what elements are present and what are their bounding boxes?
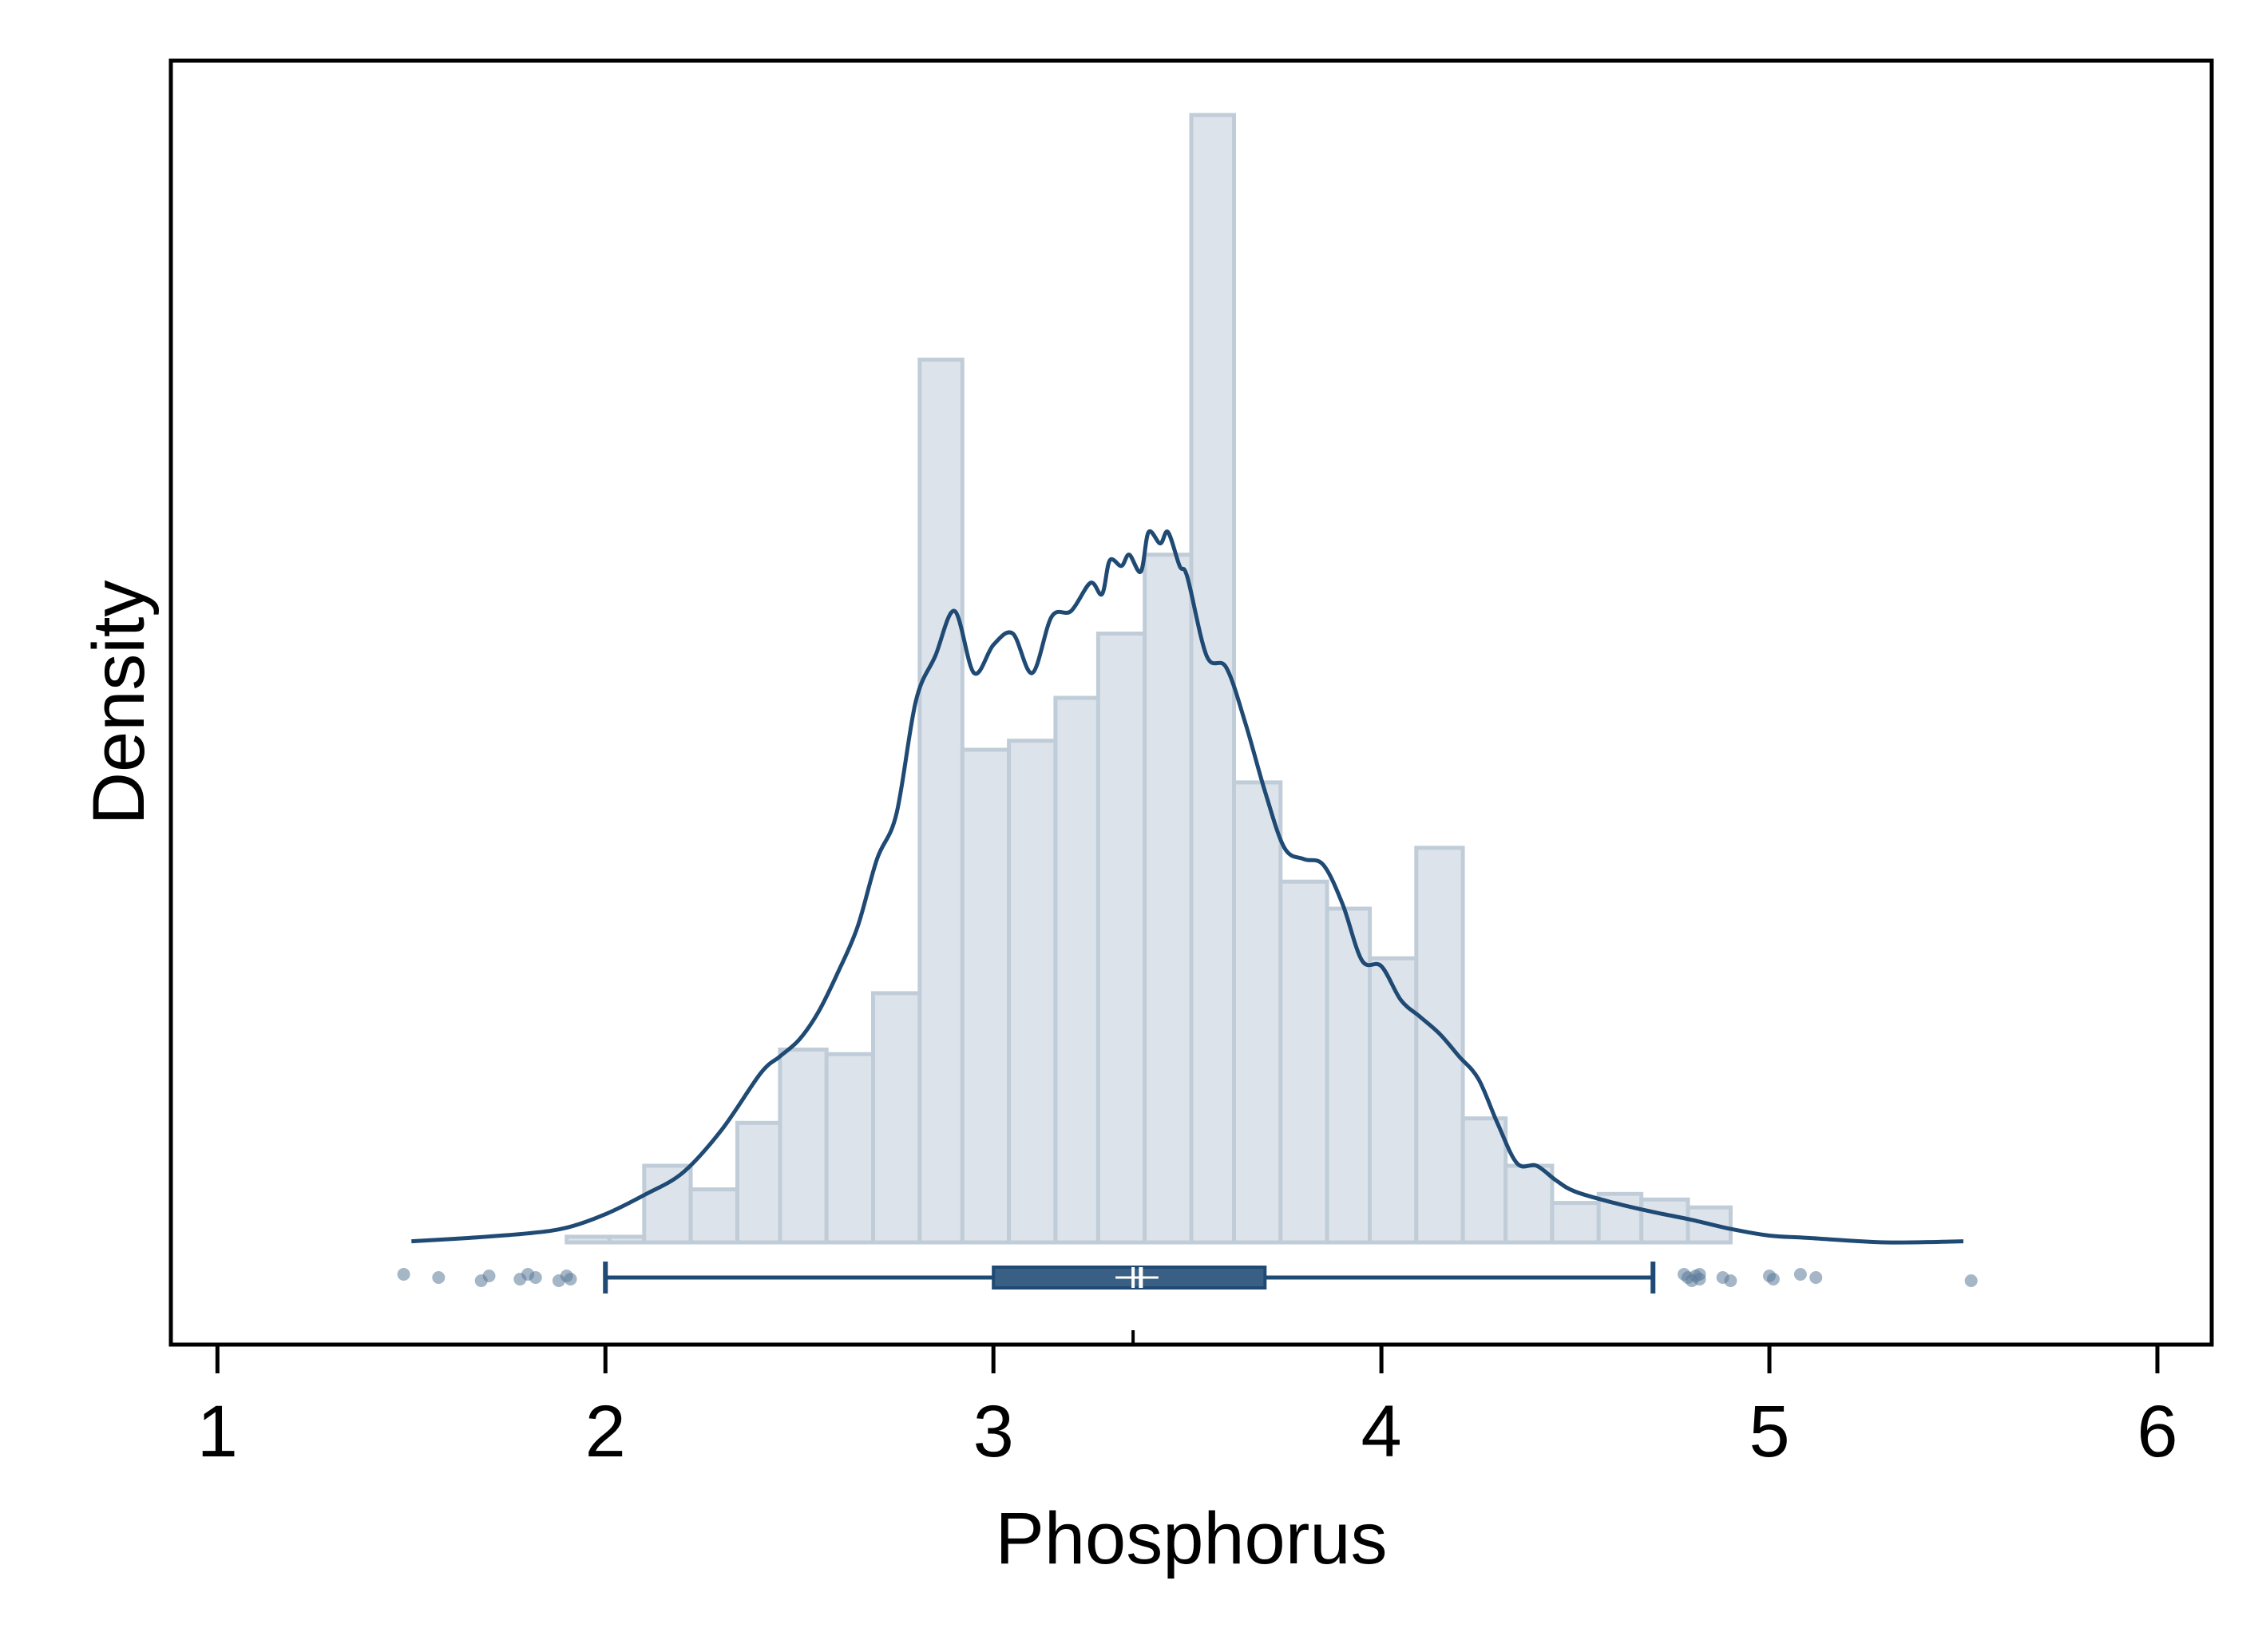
outlier-point-6 — [529, 1271, 542, 1284]
outlier-point-0 — [397, 1268, 410, 1281]
histogram-bar-10 — [1007, 739, 1058, 1245]
histogram-bar-20 — [1460, 1116, 1508, 1245]
outlier-point-22 — [1964, 1274, 1978, 1287]
outlier-point-21 — [1809, 1271, 1823, 1284]
histogram-bar-18 — [1368, 956, 1419, 1245]
outlier-point-1 — [432, 1271, 446, 1284]
plot-frame — [168, 58, 2214, 1347]
x-tick-label-6: 6 — [2137, 1391, 2177, 1472]
histogram-bar-21 — [1503, 1163, 1555, 1245]
x-axis-label: Phosphorus — [996, 1498, 1388, 1579]
outlier-point-17 — [1724, 1274, 1737, 1287]
histogram-bar-6 — [824, 1052, 875, 1245]
boxplot — [603, 1262, 1656, 1293]
histogram-bar-4 — [735, 1120, 782, 1245]
histogram-bar-12 — [1095, 632, 1147, 1245]
outlier-point-15 — [1693, 1268, 1706, 1281]
histogram-bar-16 — [1278, 879, 1329, 1245]
histogram-bars — [565, 113, 1733, 1245]
histogram-bar-24 — [1639, 1197, 1690, 1245]
histogram-bar-13 — [1143, 553, 1194, 1245]
histogram-bar-2 — [642, 1163, 693, 1245]
histogram-bar-8 — [917, 357, 965, 1245]
x-tick-label-3: 3 — [973, 1391, 1014, 1472]
outlier-point-9 — [564, 1273, 577, 1286]
histogram-bar-7 — [871, 991, 922, 1245]
x-tick-label-4: 4 — [1361, 1391, 1402, 1472]
histogram-bar-11 — [1053, 695, 1100, 1245]
x-tick-label-1: 1 — [197, 1391, 238, 1472]
x-tick-label-2: 2 — [585, 1391, 626, 1472]
histogram-bar-22 — [1550, 1201, 1601, 1245]
histogram-bar-19 — [1414, 846, 1465, 1245]
histogram-bar-14 — [1189, 113, 1236, 1245]
x-tick-label-5: 5 — [1749, 1391, 1789, 1472]
histogram-bar-17 — [1325, 906, 1373, 1245]
histogram-bar-15 — [1232, 780, 1283, 1245]
outlier-point-20 — [1793, 1268, 1807, 1281]
x-axis: 1 2 3 4 5 6 — [197, 1330, 2178, 1472]
outlier-point-19 — [1766, 1273, 1780, 1286]
outlier-points — [397, 1268, 1978, 1287]
y-axis-label: Density — [78, 580, 160, 826]
histogram-bar-0 — [565, 1234, 612, 1245]
density-curve-layer — [411, 529, 1964, 1245]
histogram-bar-9 — [960, 747, 1012, 1245]
histogram-bar-1 — [607, 1234, 647, 1245]
histogram-bar-5 — [778, 1048, 829, 1245]
density-curve — [411, 529, 1964, 1245]
outlier-point-3 — [482, 1270, 496, 1282]
histogram-bar-3 — [688, 1187, 739, 1245]
